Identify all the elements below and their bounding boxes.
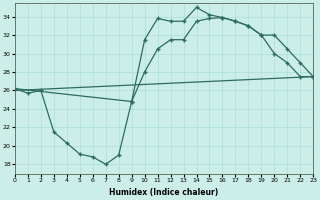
- X-axis label: Humidex (Indice chaleur): Humidex (Indice chaleur): [109, 188, 219, 197]
